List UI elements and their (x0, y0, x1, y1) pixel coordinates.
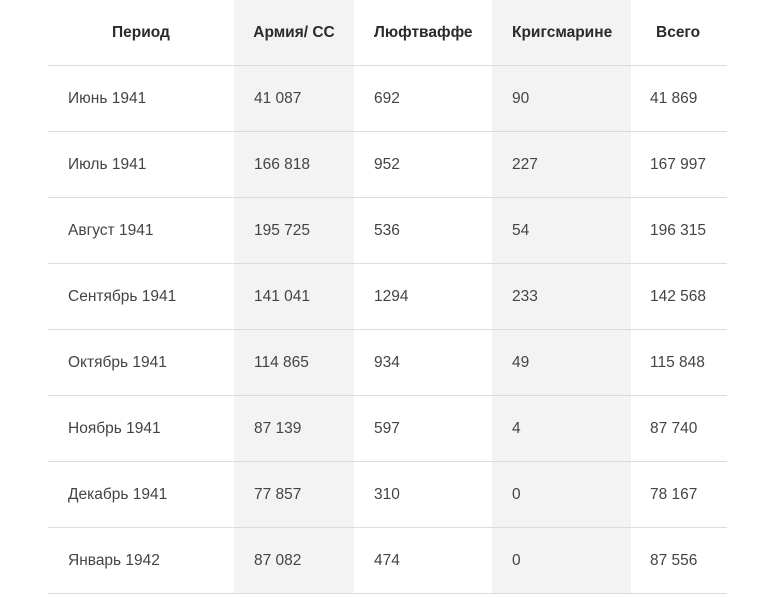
cell-total: 167 997 (631, 131, 727, 198)
cell-period: Август 1941 (48, 197, 234, 264)
cell-kriegsmarine: 49 (492, 329, 631, 396)
cell-luftwaffe: 536 (354, 197, 492, 264)
cell-luftwaffe: 1294 (354, 263, 492, 330)
table-row: Август 1941 195 725 536 54 196 315 (48, 197, 727, 264)
cell-total: 196 315 (631, 197, 727, 264)
table-row: Декабрь 1941 77 857 310 0 78 167 (48, 461, 727, 528)
cell-army-ss: 87 082 (234, 527, 354, 594)
cell-kriegsmarine: 0 (492, 461, 631, 528)
cell-kriegsmarine: 0 (492, 527, 631, 594)
cell-period: Январь 1942 (48, 527, 234, 594)
cell-period: Июнь 1941 (48, 65, 234, 132)
header-total: Всего (631, 0, 727, 66)
cell-army-ss: 166 818 (234, 131, 354, 198)
cell-army-ss: 114 865 (234, 329, 354, 396)
cell-period: Июль 1941 (48, 131, 234, 198)
table-row: Июнь 1941 41 087 692 90 41 869 (48, 65, 727, 132)
cell-total: 78 167 (631, 461, 727, 528)
header-period: Период (48, 0, 234, 66)
cell-army-ss: 195 725 (234, 197, 354, 264)
cell-luftwaffe: 952 (354, 131, 492, 198)
header-army-ss: Армия/ СС (234, 0, 354, 66)
cell-total: 142 568 (631, 263, 727, 330)
cell-total: 41 869 (631, 65, 727, 132)
cell-luftwaffe: 934 (354, 329, 492, 396)
cell-period: Декабрь 1941 (48, 461, 234, 528)
table-row: Сентябрь 1941 141 041 1294 233 142 568 (48, 263, 727, 330)
table-row: Ноябрь 1941 87 139 597 4 87 740 (48, 395, 727, 462)
table-header-row: Период Армия/ СС Люфтваффе Кригсмарине В… (48, 0, 727, 66)
cell-total: 87 740 (631, 395, 727, 462)
cell-army-ss: 41 087 (234, 65, 354, 132)
cell-total: 87 556 (631, 527, 727, 594)
cell-luftwaffe: 310 (354, 461, 492, 528)
cell-army-ss: 77 857 (234, 461, 354, 528)
table-row: Октябрь 1941 114 865 934 49 115 848 (48, 329, 727, 396)
cell-kriegsmarine: 233 (492, 263, 631, 330)
header-luftwaffe: Люфтваффе (354, 0, 492, 66)
cell-period: Октябрь 1941 (48, 329, 234, 396)
losses-table-container: Период Армия/ СС Люфтваффе Кригсмарине В… (48, 0, 727, 594)
cell-luftwaffe: 597 (354, 395, 492, 462)
cell-period: Ноябрь 1941 (48, 395, 234, 462)
cell-luftwaffe: 474 (354, 527, 492, 594)
cell-kriegsmarine: 54 (492, 197, 631, 264)
cell-kriegsmarine: 90 (492, 65, 631, 132)
cell-kriegsmarine: 227 (492, 131, 631, 198)
losses-table: Период Армия/ СС Люфтваффе Кригсмарине В… (48, 0, 727, 594)
header-kriegsmarine: Кригсмарине (492, 0, 631, 66)
cell-kriegsmarine: 4 (492, 395, 631, 462)
table-row: Июль 1941 166 818 952 227 167 997 (48, 131, 727, 198)
cell-army-ss: 141 041 (234, 263, 354, 330)
cell-luftwaffe: 692 (354, 65, 492, 132)
table-row: Январь 1942 87 082 474 0 87 556 (48, 527, 727, 594)
cell-total: 115 848 (631, 329, 727, 396)
cell-period: Сентябрь 1941 (48, 263, 234, 330)
cell-army-ss: 87 139 (234, 395, 354, 462)
